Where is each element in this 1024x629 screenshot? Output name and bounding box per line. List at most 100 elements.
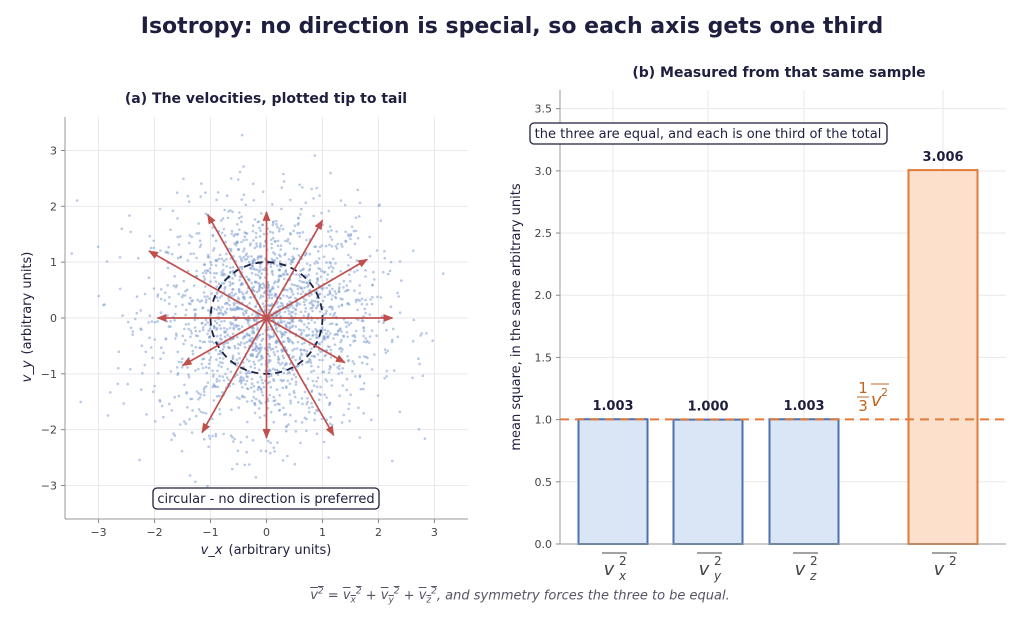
scatter-point [177,394,181,398]
scatter-point [340,338,343,342]
scatter-point [221,375,225,378]
scatter-point [359,387,363,391]
scatter-point [254,281,257,284]
scatter-point [267,308,271,312]
scatter-point [221,217,225,220]
scatter-point [314,245,317,249]
scatter-point [201,328,205,332]
scatter-point [345,331,349,334]
scatter-point [283,277,286,281]
scatter-point [224,372,227,376]
scatter-point [287,423,290,426]
scatter-point [316,301,319,304]
scatter-point [272,236,275,240]
scatter-point [388,269,392,273]
scatter-point [303,254,307,257]
scatter-point [292,229,295,233]
scatter-point [271,231,275,234]
scatter-point [344,230,347,234]
scatter-point [166,283,169,287]
scatter-point [291,341,295,345]
scatter-point [148,234,151,238]
scatter-point [240,267,244,271]
scatter-point [176,350,180,354]
scatter-point [274,219,278,223]
scatter-point [336,242,340,246]
scatter-point [236,361,239,365]
scatter-point [328,368,331,371]
scatter-point [199,346,202,350]
scatter-point [199,195,202,198]
scatter-point [255,290,259,294]
scatter-point [208,358,211,362]
scatter-point [307,321,310,325]
scatter-point [267,296,271,300]
scatter-point [368,254,372,258]
scatter-point [352,362,356,366]
scatter-point [201,340,205,344]
scatter-point [214,434,218,438]
scatter-point [257,309,260,312]
scatter-point [279,363,282,366]
scatter-point [284,239,287,243]
scatter-point [206,332,209,336]
scatter-point [222,379,226,382]
scatter-point [327,334,330,338]
scatter-point [281,332,285,335]
scatter-point [277,312,281,316]
scatter-point [339,340,343,344]
scatter-point [280,224,283,227]
scatter-point [251,286,254,290]
scatter-point [208,267,212,270]
scatter-point [202,411,205,415]
scatter-point [191,299,194,302]
scatter-point [332,363,336,366]
scatter-point [326,329,330,333]
scatter-point [203,295,207,298]
x-tick-label: 0 [263,526,270,539]
scatter-point [247,260,251,264]
scatter-point [270,296,274,300]
scatter-point [184,289,187,293]
scatter-point [144,350,148,354]
scatter-point [214,280,218,283]
scatter-point [352,229,356,233]
y-tick-label: −2 [41,424,57,437]
scatter-point [310,318,313,322]
scatter-point [397,295,401,298]
scatter-point [240,220,243,224]
scatter-point [301,186,304,189]
scatter-point [295,304,299,308]
scatter-point [308,279,311,283]
category-subscript: x [618,569,627,583]
scatter-point [229,434,233,437]
scatter-point [269,374,273,378]
scatter-point [277,361,280,364]
scatter-point [186,405,189,409]
scatter-point [307,294,311,298]
scatter-point [271,223,275,227]
scatter-point [235,462,239,466]
scatter-point [230,291,234,295]
category-symbol: v [934,559,945,580]
scatter-point [328,225,332,228]
scatter-point [293,224,297,227]
scatter-point [375,334,378,338]
scatter-point [214,239,218,243]
scatter-point [350,370,354,373]
scatter-point [199,243,203,247]
scatter-point [300,363,304,366]
scatter-point [303,303,307,307]
scatter-point [175,284,179,287]
scatter-point [260,272,263,275]
scatter-point [303,341,306,345]
y-tick-label: 0 [50,312,57,325]
scatter-point [383,348,387,351]
scatter-point [233,344,236,348]
scatter-point [370,302,374,306]
scatter-point [291,349,294,352]
scatter-point [295,347,299,350]
scatter-point [187,375,191,379]
scatter-point [237,216,241,220]
scatter-point [294,296,297,300]
